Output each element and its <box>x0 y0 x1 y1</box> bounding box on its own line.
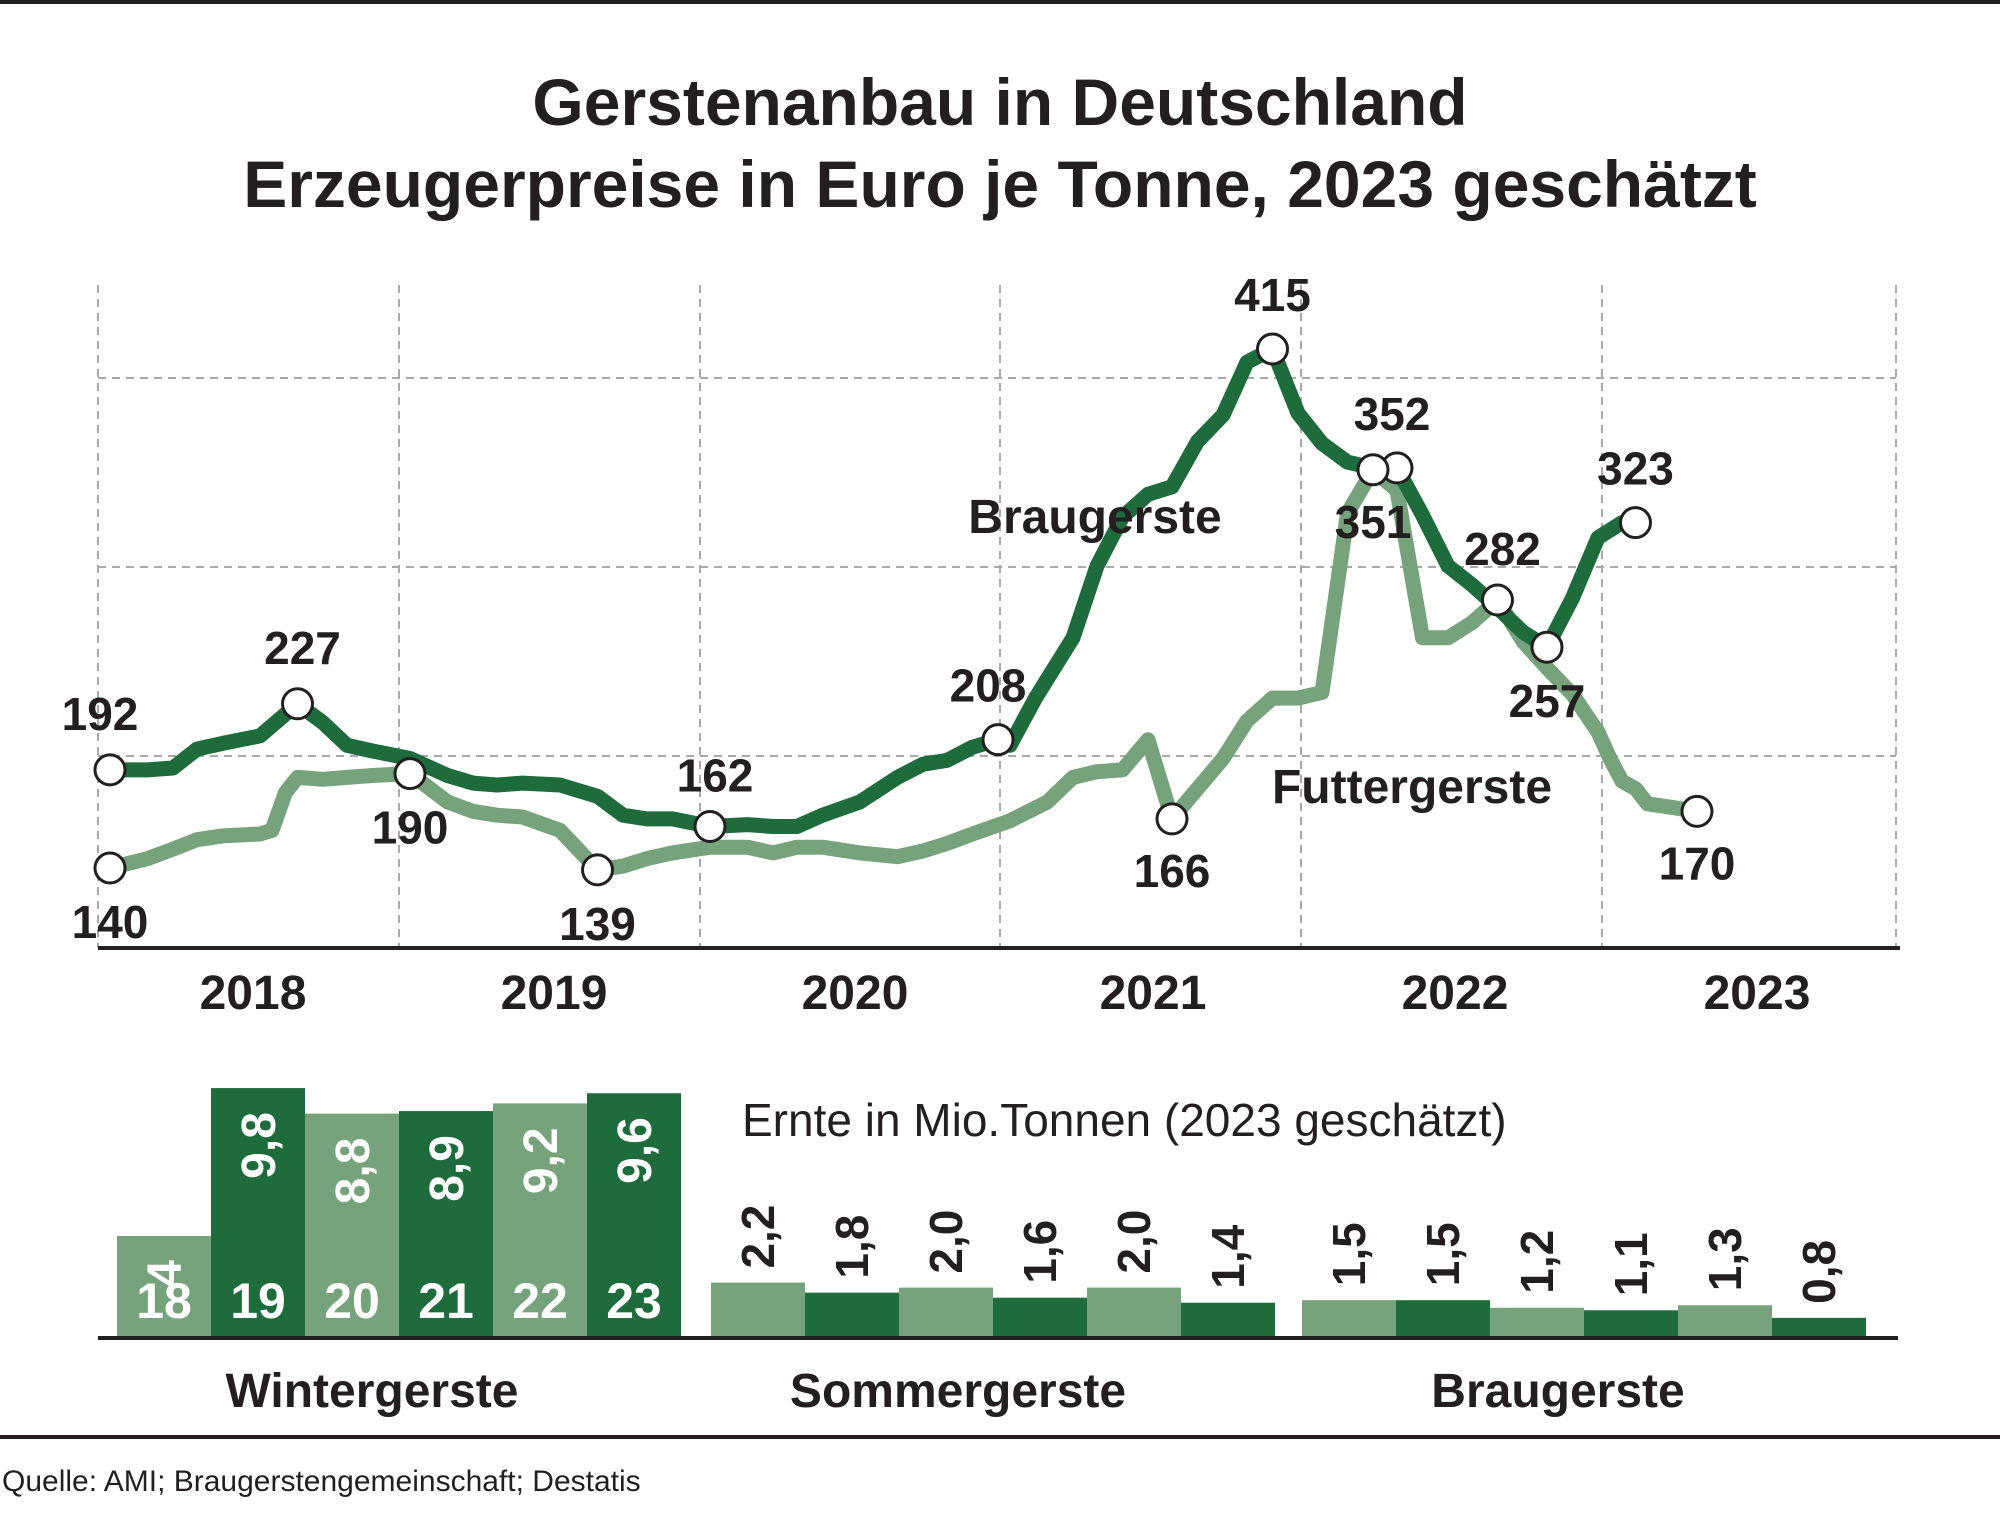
bar-value-label: 9,8 <box>233 1112 286 1179</box>
harvest-bar <box>805 1292 899 1338</box>
harvest-bar <box>587 1093 681 1338</box>
harvest-bar <box>305 1113 399 1338</box>
x-tick-label: 2021 <box>1100 967 1207 1020</box>
harvest-bar <box>1302 1300 1396 1338</box>
bar-value-label: 1,4 <box>1202 1224 1254 1288</box>
series-label-futtergerste: Futtergerste <box>1272 761 1552 814</box>
harvest-bar <box>1181 1302 1275 1338</box>
year-tick-labels: 2018 2019 2020 2021 2022 2023 <box>200 967 1811 1020</box>
harvest-bar <box>399 1111 493 1338</box>
harvest-bar <box>993 1297 1087 1338</box>
bar-value-label: 1,5 <box>1417 1222 1469 1286</box>
x-tick-label: 2018 <box>200 967 307 1020</box>
bar-value-label: 1,2 <box>1511 1230 1563 1294</box>
price-markers <box>93 332 1714 887</box>
x-tick-label: 2022 <box>1402 967 1509 1020</box>
data-point-marker <box>93 753 127 787</box>
data-point-marker <box>393 757 427 791</box>
bar-value-label: 9,6 <box>609 1117 662 1184</box>
harvest-bar <box>1087 1287 1181 1338</box>
data-point-marker <box>1256 332 1289 366</box>
source-note: Quelle: AMI; Braugerstengemeinschaft; De… <box>2 1465 641 1498</box>
data-label: 139 <box>559 898 636 950</box>
chart-subtitle: Erzeugerpreise in Euro je Tonne, 2023 ge… <box>243 147 1757 221</box>
harvest-bar <box>1772 1317 1866 1338</box>
price-labels: 192 227 162 208 415 352 257 323 140 190 139 166 351 2… <box>62 269 1736 950</box>
harvest-bars: 418 9,8 19 8,8 20 8,9 21 9,2 22 9,6 23 2,2 1,8 2,0 1,6… <box>117 1088 1866 1338</box>
x-tick-label: 2019 <box>501 967 608 1020</box>
data-point-marker <box>1530 630 1564 664</box>
data-label: 190 <box>372 802 449 854</box>
bar-year-label: 19 <box>230 1273 286 1329</box>
data-label: 352 <box>1354 388 1431 440</box>
data-label: 170 <box>1659 837 1736 889</box>
bar-year-label: 18 <box>136 1273 192 1329</box>
bar-value-label: 8,9 <box>421 1135 474 1202</box>
data-point-marker <box>581 853 614 887</box>
data-point-marker <box>1680 794 1714 828</box>
data-point-marker <box>1619 506 1652 540</box>
data-label: 323 <box>1597 443 1674 495</box>
harvest-title: Ernte in Mio.Tonnen (2023 geschätzt) <box>742 1094 1507 1146</box>
bar-year-label: 21 <box>418 1273 474 1329</box>
data-point-marker <box>93 851 127 885</box>
bar-value-label: 0,8 <box>1793 1240 1845 1304</box>
bar-value-label: 4 <box>139 1260 192 1287</box>
data-point-marker <box>981 723 1015 757</box>
data-point-marker <box>1356 453 1390 487</box>
bar-year-label: 23 <box>606 1273 662 1329</box>
bar-value-label: 9,2 <box>515 1127 568 1194</box>
chart-title: Gerstenanbau in Deutschland <box>532 65 1467 139</box>
data-label: 208 <box>950 660 1027 712</box>
bar-value-label: 2,0 <box>1108 1210 1160 1274</box>
data-point-marker <box>1155 802 1189 836</box>
group-label-sommergerste: Sommergerste <box>790 1365 1126 1418</box>
data-label: 257 <box>1509 675 1586 727</box>
data-label: 227 <box>264 622 341 674</box>
price-grid <box>97 285 1900 950</box>
data-point-marker <box>1481 583 1514 617</box>
series-line-braugerste <box>102 341 1643 834</box>
group-label-wintergerste: Wintergerste <box>226 1365 519 1418</box>
data-label: 192 <box>62 688 139 740</box>
data-label: 415 <box>1234 269 1311 321</box>
data-point-marker <box>693 809 727 843</box>
harvest-bar <box>711 1282 805 1338</box>
x-tick-label: 2020 <box>802 967 909 1020</box>
harvest-bar <box>1584 1310 1678 1338</box>
data-label: 351 <box>1335 496 1412 548</box>
harvest-bar <box>1678 1305 1772 1338</box>
bar-value-label: 1,3 <box>1699 1227 1751 1291</box>
bar-value-label: 1,1 <box>1605 1232 1657 1296</box>
data-point-marker <box>281 687 314 721</box>
bar-value-label: 2,0 <box>920 1210 972 1274</box>
x-tick-label: 2023 <box>1704 967 1811 1020</box>
bar-year-label: 22 <box>512 1273 568 1329</box>
harvest-bar <box>211 1088 305 1338</box>
group-label-braugerste: Braugerste <box>1431 1365 1684 1418</box>
data-label: 282 <box>1464 523 1541 575</box>
bar-value-label: 2,2 <box>732 1205 784 1269</box>
bar-value-label: 1,5 <box>1323 1222 1375 1286</box>
harvest-bar <box>117 1236 211 1338</box>
harvest-bar <box>899 1287 993 1338</box>
bar-value-label: 8,8 <box>327 1138 380 1205</box>
data-label: 166 <box>1134 845 1211 897</box>
bar-year-label: 20 <box>324 1273 380 1329</box>
harvest-bar <box>1490 1307 1584 1338</box>
bar-value-label: 1,6 <box>1014 1220 1066 1284</box>
bar-value-label: 1,8 <box>826 1215 878 1279</box>
harvest-bar <box>493 1103 587 1338</box>
data-label: 140 <box>72 896 149 948</box>
data-label: 162 <box>677 749 754 801</box>
harvest-bar <box>1396 1300 1490 1338</box>
series-label-braugerste: Braugerste <box>968 491 1221 544</box>
